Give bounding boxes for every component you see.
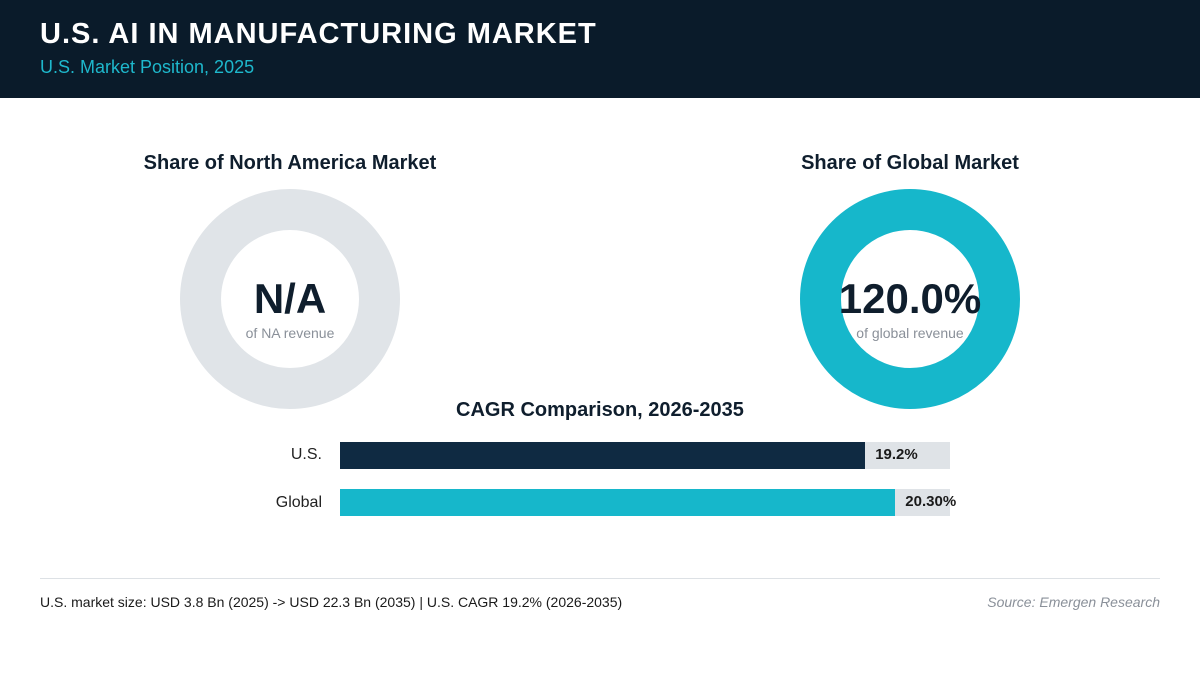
bar-track-global [340,489,950,516]
global-share-caption: of global revenue [856,325,964,341]
global-share-value: 120.0% [838,275,982,322]
header-bar: U.S. AI IN MANUFACTURING MARKET U.S. Mar… [0,0,1200,98]
na-share-caption: of NA revenue [245,325,335,341]
bar-global [340,489,896,516]
bar-value-global: 20.30% [905,493,957,510]
bar-label-us: U.S. [290,446,322,463]
page-title: U.S. AI IN MANUFACTURING MARKET [40,18,597,50]
bar-label-global: Global [275,494,322,511]
global-share-donut [800,189,1020,409]
bar-track-us [340,442,950,469]
na-share-value: N/A [253,275,327,322]
na-share-ring [180,189,400,409]
cagr-chart-title: CAGR Comparison, 2026-2035 [456,399,744,421]
source-note: Source: Emergen Research [987,594,1160,610]
na-share-title: Share of North America Market [143,152,437,174]
footer-divider [40,578,1160,579]
global-share-ring [800,189,1020,409]
footer-summary: U.S. market size: USD 3.8 Bn (2025) -> U… [40,594,623,610]
bar-value-us: 19.2% [875,446,918,463]
bar-us [340,442,866,469]
page-subtitle: U.S. Market Position, 2025 [40,57,255,77]
na-share-donut [180,189,400,409]
global-share-title: Share of Global Market [801,152,1019,174]
